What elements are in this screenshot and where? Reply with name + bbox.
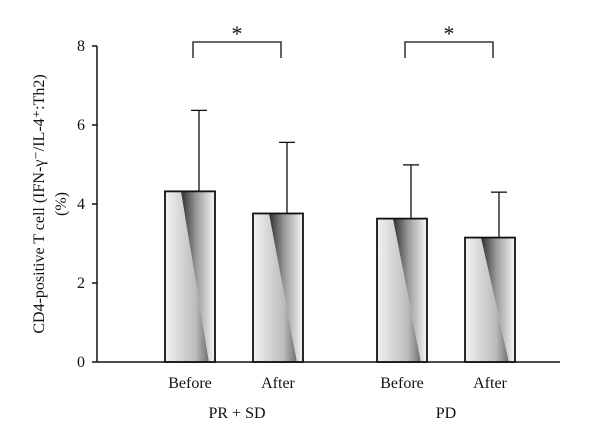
category-label: After: [261, 375, 295, 392]
significance-bracket: [192, 41, 282, 58]
bar-shade-left: [377, 218, 421, 362]
bar-outline: [376, 217, 428, 363]
labels: 0 2 4 6 8 Before After PR + SD * Before After PD *: [77, 21, 508, 422]
y-axis-label-line2: (%): [53, 192, 70, 216]
category-label: After: [473, 375, 507, 392]
bar-shade-right: [181, 191, 215, 362]
bar-1-1: [464, 191, 516, 363]
y-tick-label: 4: [77, 196, 85, 213]
bar-outline: [164, 190, 216, 363]
bar-shade-right: [269, 213, 303, 362]
significance-label: *: [232, 21, 243, 46]
y-tick-label: 0: [77, 354, 85, 371]
bar-0-0: [164, 109, 216, 363]
group-label: PR + SD: [208, 405, 265, 422]
bar-shade-left: [165, 191, 209, 362]
y-tick-label: 8: [77, 38, 85, 55]
bar-0-1: [252, 141, 304, 363]
category-label: Before: [168, 375, 212, 392]
group-label: PD: [436, 405, 456, 422]
bar-outline: [252, 212, 304, 363]
bar-1-0: [376, 164, 428, 363]
bar-outline: [464, 236, 516, 363]
significance-label: *: [444, 21, 455, 46]
bar-shade-left: [465, 237, 509, 362]
category-label: Before: [380, 375, 424, 392]
bars: [164, 109, 516, 363]
bar-shade-right: [393, 218, 427, 362]
bar-shade-left: [253, 213, 297, 362]
significance-bracket: [404, 41, 494, 58]
y-axis-label: CD4-positive T cell (IFN-γ⁻/IL-4⁺:Th2) (…: [31, 74, 70, 333]
y-tick-label: 2: [77, 275, 85, 292]
bar-shade-right: [481, 237, 515, 362]
y-axis-label-line1: CD4-positive T cell (IFN-γ⁻/IL-4⁺:Th2): [31, 74, 48, 333]
y-tick-label: 6: [77, 117, 85, 134]
